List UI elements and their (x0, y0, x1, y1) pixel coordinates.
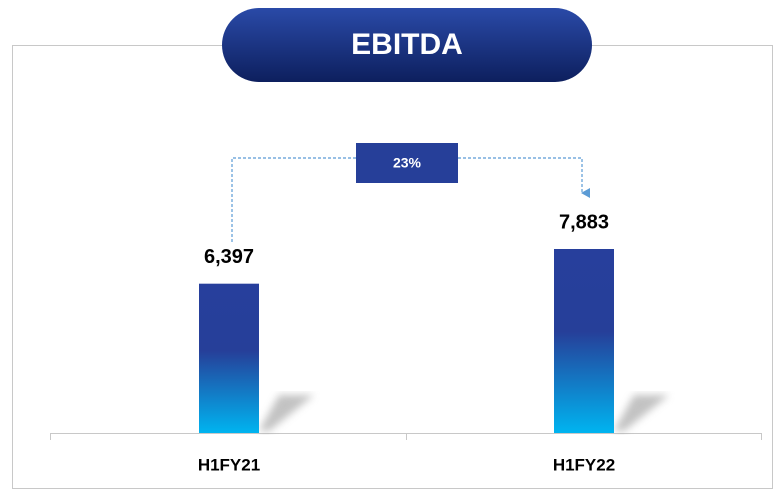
frame (12, 45, 773, 489)
x-tick-label: H1FY21 (198, 455, 260, 474)
x-tick-label: H1FY22 (553, 455, 615, 474)
chart-title: EBITDA (351, 28, 463, 61)
bar (199, 283, 259, 433)
value-label: 7,883 (559, 211, 609, 233)
annotation-box (356, 143, 458, 183)
value-label: 6,397 (204, 246, 254, 268)
growth-connector (231, 157, 590, 242)
bar-shadow (259, 395, 314, 431)
bar (554, 249, 614, 433)
bar-shadow (614, 395, 669, 431)
annotation: 23% (393, 155, 422, 171)
title-pill (222, 8, 592, 82)
